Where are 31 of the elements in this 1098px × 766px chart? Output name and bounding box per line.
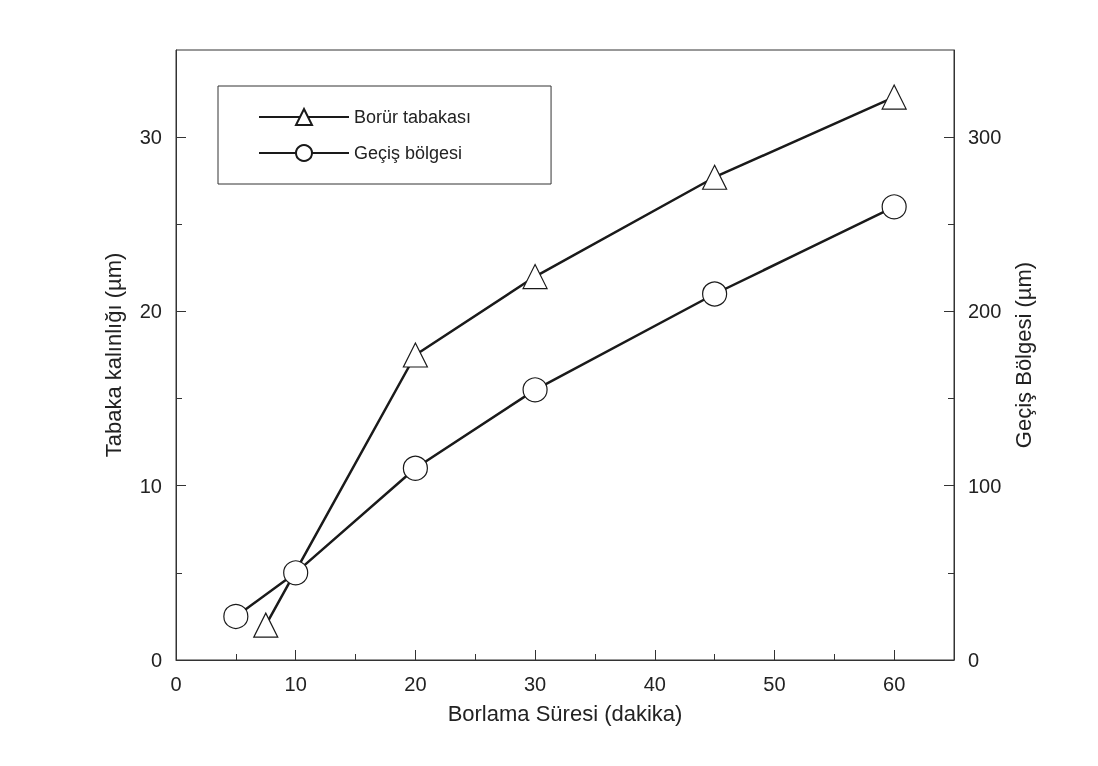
- y-tick-label: 0: [150, 649, 162, 671]
- legend-label: Geçiş bölgesi: [354, 143, 463, 163]
- point: [283, 560, 309, 586]
- y-tick-label: 30: [139, 126, 162, 149]
- point: [253, 612, 279, 638]
- y2-tick-label: 200: [968, 300, 1002, 323]
- point: [881, 194, 907, 220]
- point: [881, 84, 907, 110]
- x-tick-label: 0: [170, 673, 182, 695]
- point: [402, 342, 428, 368]
- y2-tick-label: 300: [968, 126, 1002, 149]
- legend-label: Borür tabakası: [354, 107, 472, 127]
- x-tick-label: 40: [643, 673, 666, 695]
- point: [402, 455, 428, 481]
- point: [223, 603, 249, 630]
- y2-tick-label: 100: [968, 474, 1002, 497]
- point: [522, 263, 548, 290]
- x-tick-label: 60: [883, 673, 906, 695]
- point: [702, 281, 728, 307]
- y2-tick-label: 0: [968, 649, 980, 671]
- y-axis-title: Tabaka kalınlığı (µm): [100, 252, 126, 458]
- point: [522, 377, 548, 403]
- point: [702, 164, 728, 190]
- x-tick-label: 10: [284, 673, 307, 695]
- y-tick-label: 10: [139, 474, 162, 497]
- x-tick-label: 30: [523, 673, 547, 695]
- x-tick-label: 20: [404, 673, 427, 695]
- x-tick-label: 50: [763, 673, 786, 695]
- y2-axis-title: Geçiş Bölgesi (µm): [1010, 261, 1036, 449]
- x-axis-title: Borlama Süresi (dakika): [447, 700, 683, 726]
- y-tick-label: 20: [139, 300, 162, 323]
